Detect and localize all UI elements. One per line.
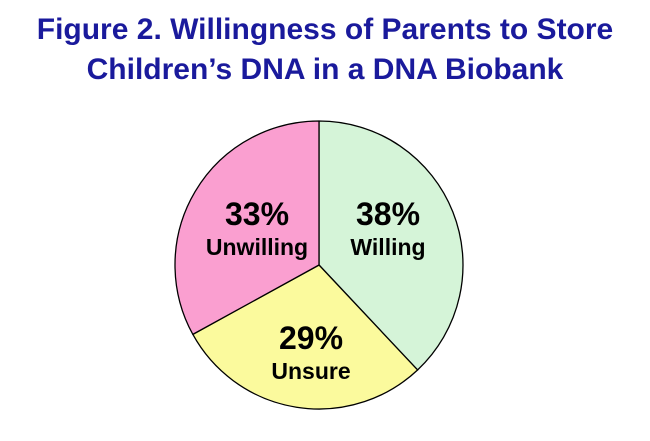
slice-label-willing: Willing [350,234,425,260]
slice-percent-unsure: 29% [279,320,343,356]
slice-label-unsure: Unsure [271,358,350,384]
slice-percent-willing: 38% [356,196,420,232]
figure-title: Figure 2. Willingness of Parents to Stor… [0,10,650,90]
slice-percent-unwilling: 33% [225,196,289,232]
figure-title-line2: Children’s DNA in a DNA Biobank [86,53,564,86]
pie-slice-willing [318,120,464,371]
slice-label-unwilling: Unwilling [206,234,308,260]
figure-title-line1: Figure 2. Willingness of Parents to Stor… [36,13,614,46]
pie-slice-unwilling [174,120,320,336]
pie-slice-unsure [192,264,419,410]
